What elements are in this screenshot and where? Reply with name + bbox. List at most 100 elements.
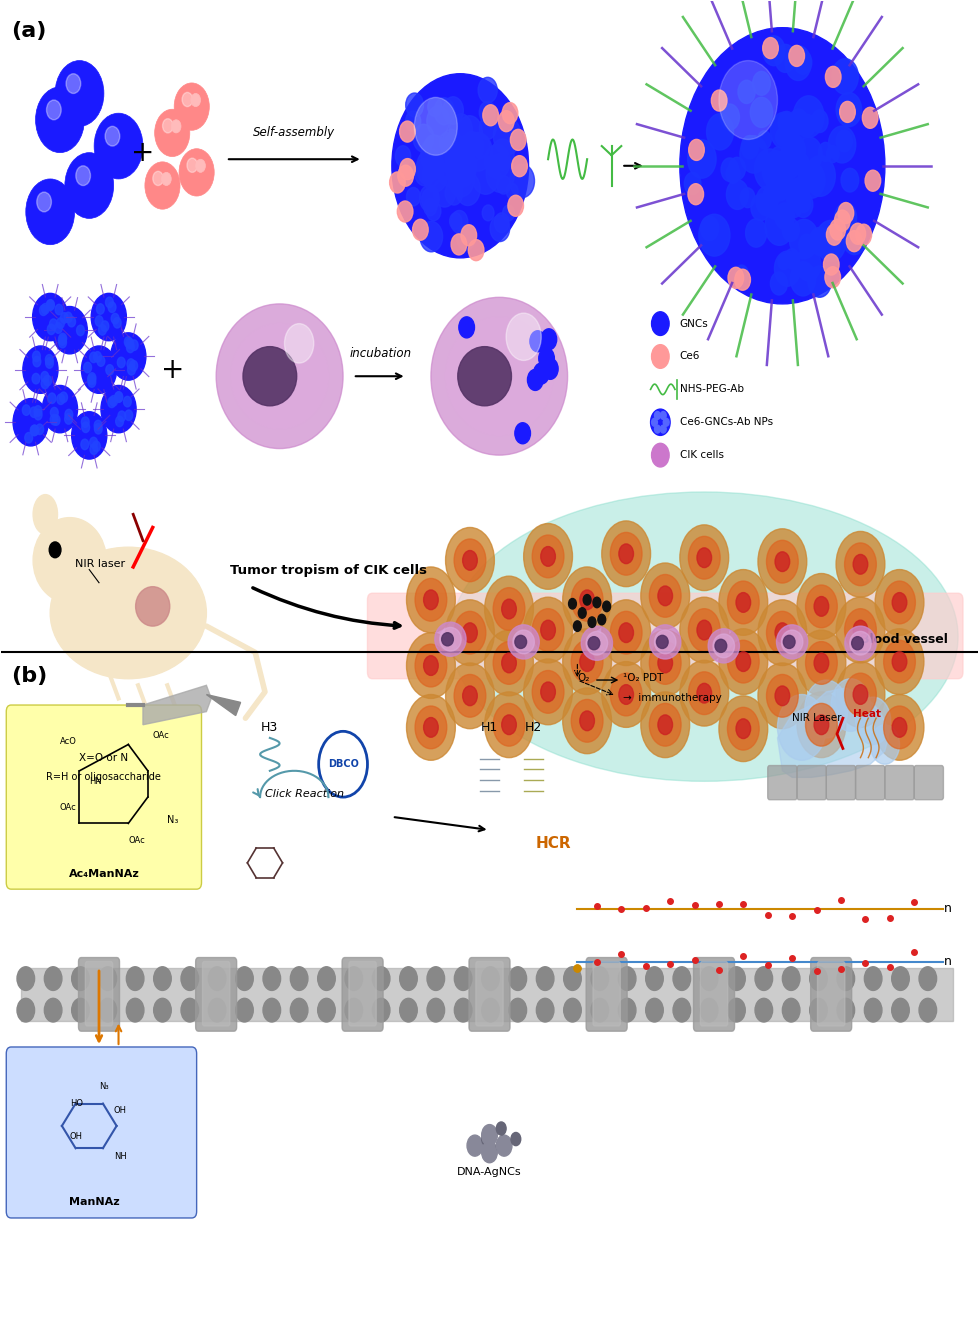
Circle shape: [641, 692, 689, 758]
Circle shape: [883, 581, 914, 623]
Circle shape: [609, 612, 642, 654]
Circle shape: [662, 418, 668, 426]
Circle shape: [171, 120, 181, 133]
Circle shape: [718, 569, 767, 635]
Circle shape: [687, 140, 715, 178]
Polygon shape: [143, 685, 211, 725]
Text: N₃: N₃: [167, 816, 179, 825]
Circle shape: [795, 248, 820, 281]
Circle shape: [479, 117, 496, 140]
Circle shape: [196, 159, 205, 173]
Ellipse shape: [649, 625, 680, 659]
Circle shape: [490, 215, 510, 241]
Circle shape: [501, 600, 515, 619]
Circle shape: [593, 597, 600, 608]
Circle shape: [32, 294, 67, 341]
Circle shape: [127, 365, 135, 376]
Circle shape: [41, 372, 49, 382]
Circle shape: [442, 129, 459, 152]
Circle shape: [579, 652, 594, 671]
Circle shape: [426, 162, 439, 179]
Circle shape: [835, 597, 884, 663]
Circle shape: [461, 225, 476, 245]
Circle shape: [837, 206, 849, 221]
Circle shape: [415, 706, 446, 749]
Circle shape: [445, 663, 494, 729]
Circle shape: [454, 612, 485, 654]
Circle shape: [798, 115, 815, 136]
Circle shape: [781, 967, 799, 990]
Circle shape: [688, 140, 703, 161]
Circle shape: [126, 343, 134, 353]
Circle shape: [496, 175, 510, 194]
Text: N₃: N₃: [99, 1082, 109, 1091]
Circle shape: [55, 61, 104, 127]
Circle shape: [114, 391, 122, 402]
Circle shape: [101, 320, 109, 331]
Circle shape: [285, 324, 314, 362]
Circle shape: [739, 188, 754, 208]
Circle shape: [426, 967, 444, 990]
Circle shape: [506, 314, 541, 360]
Circle shape: [740, 136, 758, 158]
FancyBboxPatch shape: [196, 958, 237, 1031]
FancyBboxPatch shape: [699, 962, 727, 1025]
Circle shape: [493, 588, 524, 630]
Circle shape: [115, 416, 123, 427]
Circle shape: [477, 78, 497, 103]
Circle shape: [422, 188, 438, 211]
Circle shape: [33, 356, 41, 366]
Circle shape: [416, 149, 444, 186]
FancyBboxPatch shape: [913, 766, 943, 800]
Text: OAc: OAc: [153, 731, 169, 739]
Circle shape: [645, 998, 662, 1021]
Circle shape: [484, 692, 533, 758]
Circle shape: [770, 272, 786, 295]
Circle shape: [648, 642, 681, 684]
Circle shape: [781, 998, 799, 1021]
Circle shape: [145, 162, 180, 210]
Circle shape: [835, 130, 852, 152]
Circle shape: [208, 967, 226, 990]
Circle shape: [849, 223, 865, 244]
Circle shape: [684, 173, 700, 195]
Circle shape: [796, 692, 845, 758]
Circle shape: [179, 149, 214, 196]
Circle shape: [414, 158, 434, 186]
Circle shape: [130, 340, 138, 351]
Ellipse shape: [33, 518, 107, 604]
Circle shape: [508, 195, 523, 216]
Ellipse shape: [445, 318, 553, 435]
Circle shape: [449, 214, 462, 229]
FancyBboxPatch shape: [817, 962, 844, 1025]
Ellipse shape: [707, 629, 738, 663]
Ellipse shape: [231, 324, 328, 428]
Text: HCR: HCR: [535, 836, 570, 850]
Circle shape: [852, 555, 867, 575]
Circle shape: [413, 124, 433, 152]
Circle shape: [511, 156, 527, 177]
Circle shape: [317, 967, 334, 990]
FancyBboxPatch shape: [810, 958, 851, 1031]
Circle shape: [50, 319, 58, 330]
Circle shape: [108, 302, 115, 312]
Text: NIR Laser: NIR Laser: [791, 713, 840, 724]
Circle shape: [833, 210, 849, 231]
Circle shape: [99, 998, 116, 1021]
Circle shape: [571, 700, 602, 742]
Text: OAc: OAc: [128, 836, 145, 845]
Circle shape: [445, 600, 494, 666]
Circle shape: [618, 684, 633, 704]
Circle shape: [55, 323, 63, 333]
Circle shape: [757, 529, 806, 594]
Circle shape: [154, 967, 171, 990]
Circle shape: [775, 623, 789, 643]
Circle shape: [405, 111, 421, 132]
Circle shape: [762, 182, 790, 220]
Circle shape: [775, 128, 787, 146]
Circle shape: [641, 630, 689, 696]
Circle shape: [65, 410, 72, 420]
Circle shape: [618, 623, 633, 643]
Circle shape: [809, 967, 826, 990]
Circle shape: [529, 331, 545, 352]
